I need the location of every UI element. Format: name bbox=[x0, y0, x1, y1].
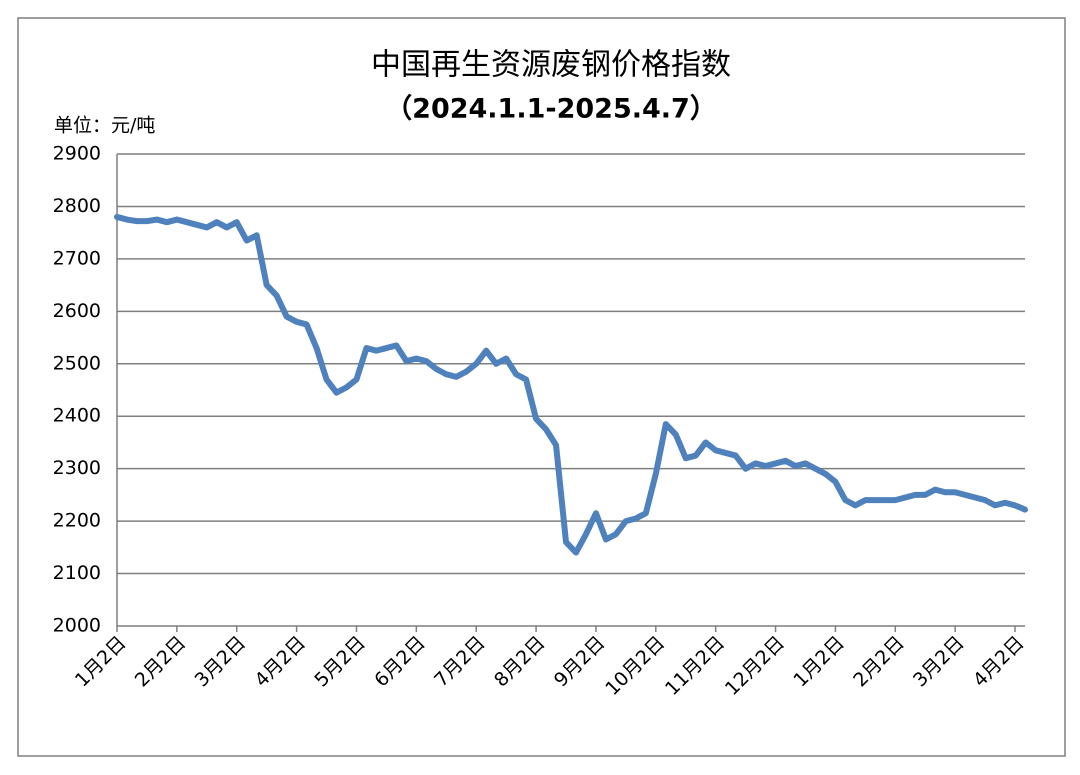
y-tick-label: 2200 bbox=[53, 510, 101, 532]
y-tick-label: 2900 bbox=[53, 143, 101, 165]
y-tick-label: 2800 bbox=[53, 195, 101, 217]
y-tick-label: 2400 bbox=[53, 405, 101, 427]
y-tick-label: 2600 bbox=[53, 300, 101, 322]
y-tick-label: 2300 bbox=[53, 457, 101, 479]
chart-title: 中国再生资源废钢价格指数 bbox=[371, 48, 731, 83]
y-tick-label: 2700 bbox=[53, 247, 101, 269]
frame bbox=[17, 17, 1066, 757]
chart-subtitle: （2024.1.1-2025.4.7） bbox=[385, 94, 717, 125]
data-line bbox=[114, 213, 1028, 556]
y-tick-label: 2000 bbox=[53, 615, 101, 637]
y-tick-label: 2100 bbox=[53, 562, 101, 584]
y-tick-label: 2500 bbox=[53, 352, 101, 374]
y-axis-label: 单位：元/吨 bbox=[54, 115, 155, 137]
